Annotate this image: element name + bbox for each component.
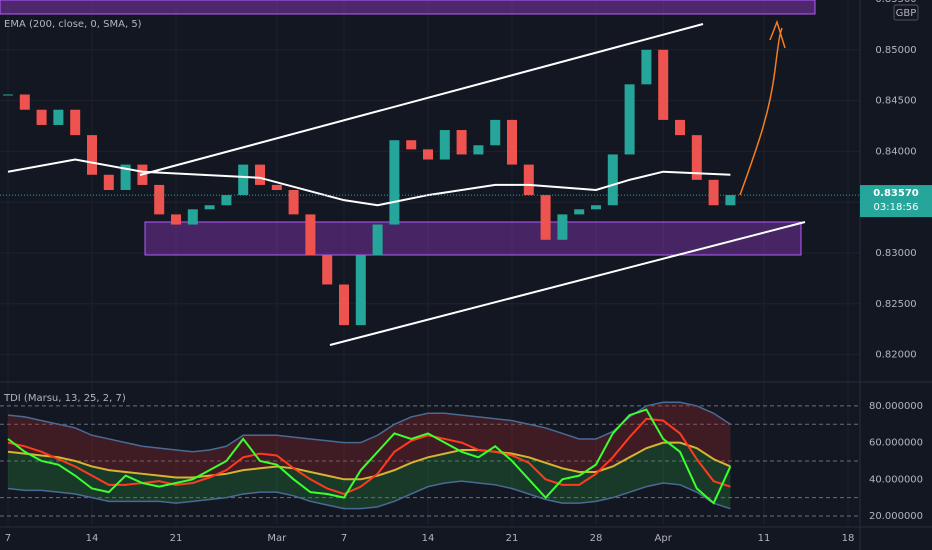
candle: [658, 49, 669, 120]
indicator-label: TDI (Marsu, 13, 25, 2, 7): [3, 393, 126, 404]
indicator-label: EMA (200, close, 0, SMA, 5): [4, 19, 142, 30]
y-tick-label: 60.000000: [869, 438, 923, 449]
line: [7, 158, 731, 207]
candle: [170, 214, 181, 225]
plot-area: [0, 49, 860, 517]
candle: [591, 205, 602, 210]
x-tick-label: 21: [506, 533, 519, 544]
candle: [120, 164, 131, 190]
currency: GBP: [896, 8, 917, 19]
candle: [322, 255, 333, 285]
x-tick-label: 28: [590, 533, 603, 544]
axes: 0.855000.850000.845000.840000.835000.830…: [5, 0, 932, 544]
candle: [2, 94, 13, 96]
candle: [36, 109, 47, 125]
band-area: [7, 402, 731, 480]
candle: [288, 190, 299, 215]
currency-box: [893, 4, 919, 21]
x-tick-label: 21: [170, 533, 183, 544]
candle: [725, 195, 736, 206]
candle: [221, 195, 232, 206]
x-tick-label: 18: [842, 533, 855, 544]
candle: [204, 205, 215, 210]
candle: [708, 179, 719, 206]
line: [7, 441, 731, 481]
y-tick-label: 0.82500: [875, 299, 916, 310]
candle: [406, 140, 417, 150]
y-tick-label: 0.85000: [875, 45, 916, 56]
candle: [19, 94, 30, 110]
x-tick-label: 14: [86, 533, 99, 544]
x-tick-label: 7: [341, 533, 347, 544]
price-tag: [860, 185, 932, 218]
candle: [254, 164, 265, 185]
candle: [389, 140, 400, 225]
candle: [355, 255, 366, 326]
candle: [624, 84, 635, 155]
x-tick-label: Apr: [655, 533, 673, 544]
candle: [305, 214, 316, 256]
line: [7, 401, 731, 453]
y-tick-label: 0.84500: [875, 96, 916, 107]
trend-line: [139, 23, 704, 176]
price-tag-countdown: 03:18:56: [874, 202, 919, 213]
y-tick-label: 40.000000: [869, 474, 923, 485]
candle: [675, 119, 686, 136]
y-tick-label: 0.82000: [875, 350, 916, 361]
candle: [574, 209, 585, 215]
candle: [473, 145, 484, 155]
candle: [507, 119, 518, 165]
candle: [490, 119, 501, 146]
y-tick-label: 80.000000: [869, 401, 923, 412]
candle: [523, 164, 534, 196]
line: [7, 480, 731, 510]
trend-line: [329, 221, 806, 346]
candle: [187, 209, 198, 225]
candle: [103, 174, 114, 190]
candle: [53, 109, 64, 125]
candle: [641, 49, 652, 85]
candle: [339, 284, 349, 326]
x-tick-label: 14: [422, 533, 435, 544]
candle: [557, 214, 568, 240]
price-tag-value: 0.83570: [873, 188, 919, 199]
candle: [154, 184, 165, 215]
x-tick-label: 7: [5, 533, 11, 544]
y-tick-label: 20.000000: [869, 511, 923, 522]
y-tick-label: 0.84000: [875, 146, 916, 157]
candle: [691, 135, 702, 180]
projection-arrow: [739, 19, 786, 196]
x-tick-label: 11: [758, 533, 771, 544]
candle: [372, 224, 383, 256]
candle: [423, 149, 434, 160]
demand-zone: [144, 221, 802, 256]
candle: [439, 130, 450, 160]
line: [7, 408, 732, 505]
line: [7, 417, 731, 496]
candle: [238, 164, 249, 196]
candle: [540, 195, 551, 240]
candle: [607, 154, 618, 206]
supply-zone: [0, 0, 816, 15]
y-tick-label: 0.83000: [875, 248, 916, 259]
candle: [86, 135, 97, 175]
candle: [271, 184, 282, 190]
candle: [456, 130, 467, 155]
y-tick-label: 0.85500: [875, 0, 916, 5]
x-tick-label: Mar: [267, 533, 287, 544]
candle: [70, 109, 81, 136]
